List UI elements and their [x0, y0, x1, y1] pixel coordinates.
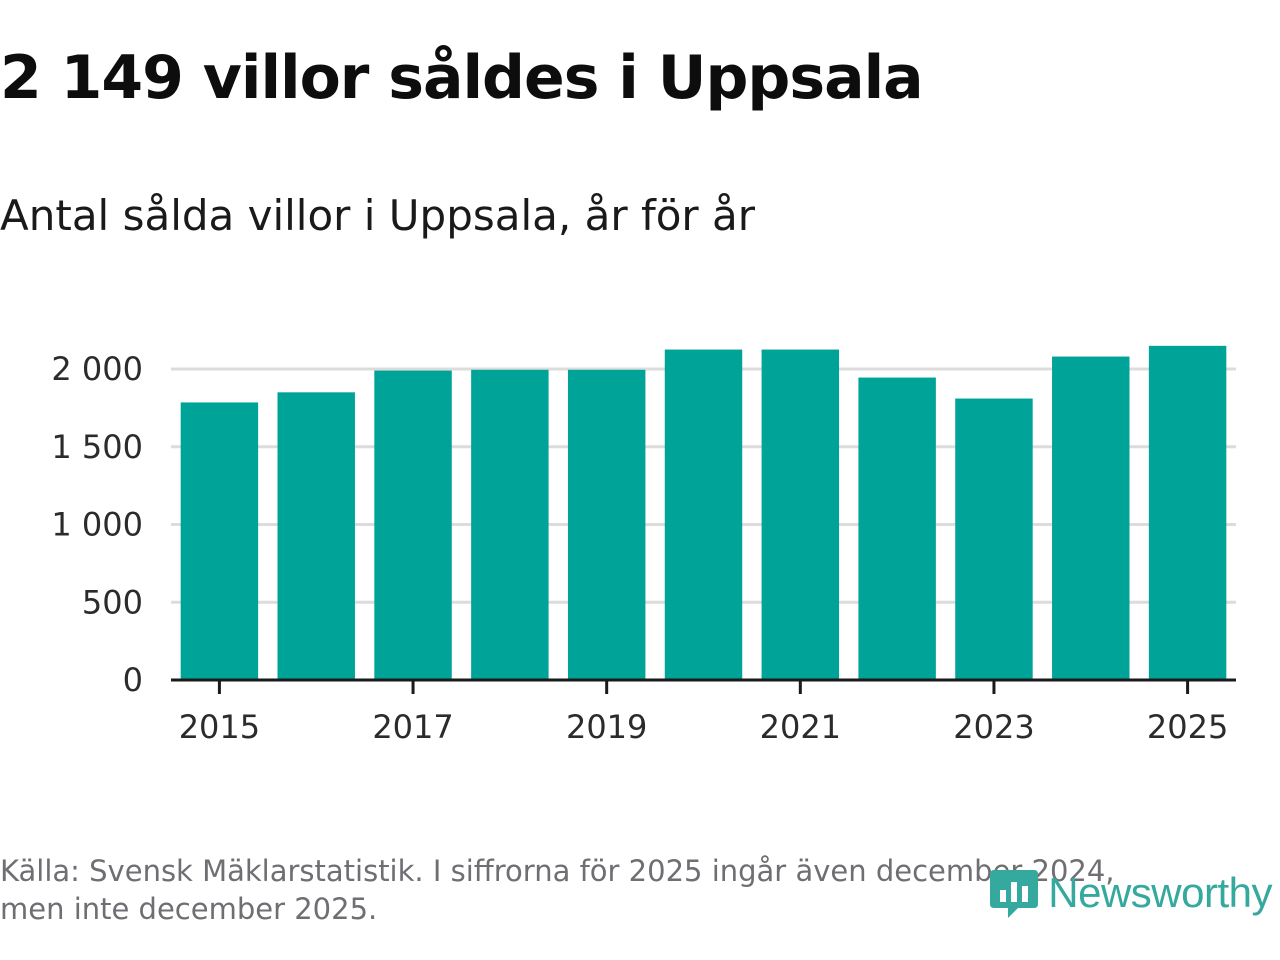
y-tick-label: 2 000 [51, 350, 143, 388]
x-tick-label: 2025 [1147, 708, 1228, 746]
chart-title: 2 149 villor såldes i Uppsala [0, 43, 924, 113]
y-tick-label: 0 [123, 661, 143, 699]
bar-2023 [955, 398, 1033, 680]
x-tick-label: 2023 [953, 708, 1034, 746]
y-tick-label: 500 [82, 583, 143, 621]
newsworthy-logo-icon [990, 870, 1039, 918]
bar-2020 [664, 349, 743, 680]
x-axis-labels: 2015 2017 2019 2021 2023 2025 [179, 708, 1229, 746]
bar-2019 [567, 369, 646, 680]
bar-2015 [180, 402, 259, 680]
bar-2017 [374, 370, 452, 680]
axes [171, 678, 1236, 694]
brand-logo[interactable]: Newsworthy [988, 864, 1272, 922]
y-axis-labels: 0 500 1 000 1 500 2 000 [51, 350, 143, 699]
bar-2025 [1148, 345, 1227, 680]
bar-chart: 0 500 1 000 1 500 2 000 2015 2017 2019 2021 2023… [51, 345, 1236, 746]
bar-2024 [1052, 356, 1130, 680]
source-note: Källa: Svensk Mäklarstatistik. I siffror… [0, 852, 1210, 928]
bar-2022 [858, 377, 936, 680]
x-tick-label: 2019 [566, 708, 647, 746]
x-tick-label: 2015 [179, 708, 260, 746]
chart-subtitle: Antal sålda villor i Uppsala, år för år [0, 191, 756, 240]
bar-2018 [471, 369, 549, 680]
bar-2016 [277, 392, 355, 680]
y-tick-label: 1 500 [51, 428, 143, 466]
x-tick-label: 2017 [372, 708, 453, 746]
brand-name: Newsworthy [1048, 869, 1272, 916]
bar-2021 [761, 349, 840, 680]
source-note-line-1: Källa: Svensk Mäklarstatistik. I siffror… [0, 854, 1115, 888]
x-tick-label: 2021 [760, 708, 841, 746]
y-tick-label: 1 000 [51, 506, 143, 544]
bars [180, 345, 1227, 680]
source-note-line-2: men inte december 2025. [0, 892, 378, 926]
